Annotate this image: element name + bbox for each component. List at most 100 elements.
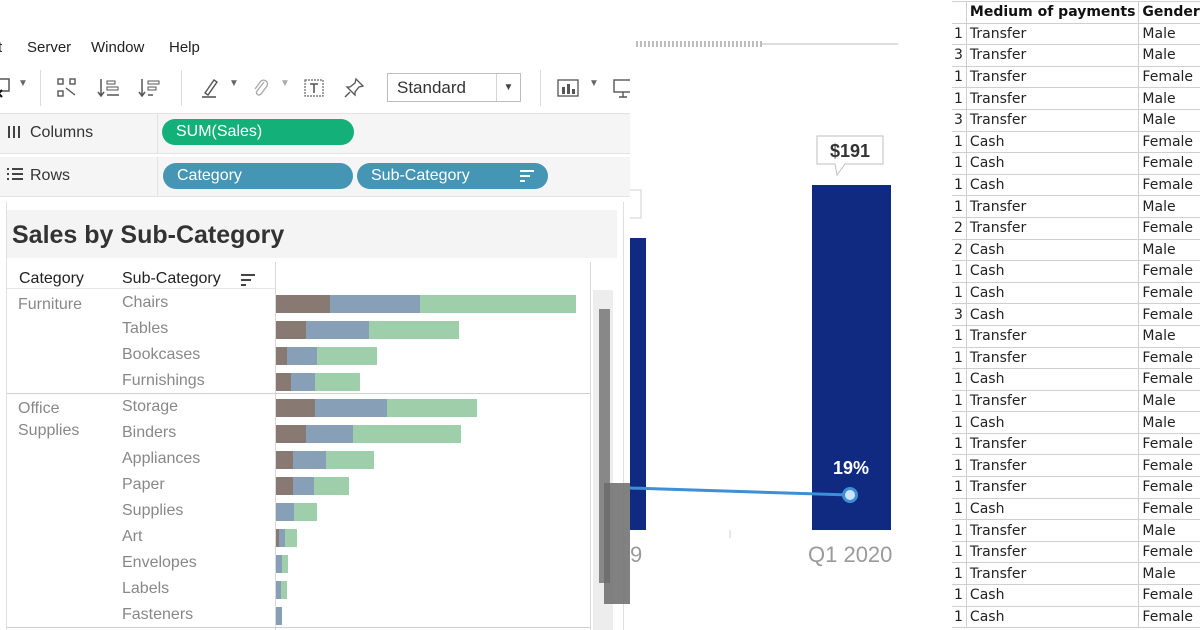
table-cell[interactable]: Transfer (965, 432, 1140, 456)
bar-segment[interactable] (315, 399, 387, 417)
stacked-bar[interactable] (276, 477, 349, 495)
table-cell[interactable]: Cash (965, 152, 1140, 175)
table-cell[interactable]: 2 (952, 238, 967, 262)
bar-segment[interactable] (279, 529, 285, 547)
table-cell[interactable]: Female (1138, 497, 1200, 521)
sort-descending-icon[interactable] (136, 74, 164, 102)
table-cell[interactable]: Transfer (965, 389, 1140, 413)
bar-segment[interactable] (276, 451, 293, 469)
table-cell[interactable]: Male (1138, 562, 1200, 586)
scrollbar-thumb[interactable] (599, 309, 610, 583)
bar-segment[interactable] (276, 529, 279, 547)
bar-segment[interactable] (276, 425, 306, 443)
table-cell[interactable]: 1 (952, 432, 967, 456)
stacked-bar[interactable] (276, 555, 288, 573)
bar-segment[interactable] (276, 321, 306, 339)
table-cell[interactable]: Cash (965, 260, 1140, 283)
table-cell[interactable]: 1 (952, 368, 967, 391)
bar-segment[interactable] (294, 503, 317, 521)
sort-ascending-icon[interactable] (95, 74, 123, 102)
show-me-chart-icon[interactable] (555, 74, 583, 102)
header-category[interactable]: Category (19, 270, 84, 287)
column-header[interactable] (952, 1, 967, 24)
group-members-icon[interactable] (53, 74, 81, 102)
table-cell[interactable]: 1 (952, 173, 967, 197)
bar-segment[interactable] (282, 555, 288, 573)
bar-segment[interactable] (293, 477, 314, 495)
table-cell[interactable]: 2 (952, 216, 967, 240)
bar-segment[interactable] (276, 373, 291, 391)
chevron-down-icon[interactable]: ▼ (229, 78, 239, 89)
table-cell[interactable]: Cash (965, 584, 1140, 607)
bar-segment[interactable] (420, 295, 576, 313)
bar-segment[interactable] (369, 321, 459, 339)
table-cell[interactable]: Cash (965, 303, 1140, 326)
table-cell[interactable]: Cash (965, 173, 1140, 197)
sub-category-label[interactable]: Envelopes (122, 554, 197, 571)
bar-segment[interactable] (285, 529, 297, 547)
table-cell[interactable]: Female (1138, 173, 1200, 197)
table-cell[interactable]: Female (1138, 605, 1200, 629)
table-cell[interactable]: 1 (952, 346, 967, 370)
column-header[interactable]: Medium of payments (965, 1, 1140, 24)
bar-segment[interactable] (314, 477, 349, 495)
table-cell[interactable]: Female (1138, 584, 1200, 607)
table-cell[interactable]: Male (1138, 22, 1200, 46)
table-cell[interactable]: Cash (965, 605, 1140, 629)
table-cell[interactable]: Transfer (965, 346, 1140, 370)
stacked-bar[interactable] (276, 399, 477, 417)
table-cell[interactable]: 1 (952, 152, 967, 175)
bar-segment[interactable] (276, 477, 293, 495)
table-cell[interactable]: Male (1138, 195, 1200, 218)
chevron-down-icon[interactable]: ▼ (589, 78, 599, 89)
table-cell[interactable]: 1 (952, 476, 967, 499)
table-cell[interactable]: Female (1138, 216, 1200, 240)
table-cell[interactable]: Female (1138, 346, 1200, 370)
bar-segment[interactable] (276, 607, 282, 625)
sort-icon[interactable] (241, 273, 255, 287)
table-cell[interactable]: Male (1138, 238, 1200, 262)
stacked-bar[interactable] (276, 581, 287, 599)
table-cell[interactable]: 1 (952, 389, 967, 413)
table-cell[interactable]: Cash (965, 411, 1140, 434)
table-cell[interactable]: Male (1138, 519, 1200, 542)
stacked-bar[interactable] (276, 373, 360, 391)
pin-icon[interactable] (340, 74, 368, 102)
table-cell[interactable]: Female (1138, 65, 1200, 89)
column-header[interactable]: Gender (1138, 1, 1200, 24)
sub-category-label[interactable]: Appliances (122, 450, 201, 467)
table-cell[interactable]: Male (1138, 87, 1200, 110)
table-cell[interactable]: Transfer (965, 519, 1140, 542)
table-cell[interactable]: 1 (952, 130, 967, 154)
bar-segment[interactable] (276, 295, 330, 313)
table-cell[interactable]: 1 (952, 454, 967, 478)
menu-window[interactable]: Window (91, 39, 145, 56)
sub-category-label[interactable]: Tables (122, 320, 169, 337)
bar-segment[interactable] (293, 451, 326, 469)
table-cell[interactable]: Female (1138, 281, 1200, 305)
stacked-bar[interactable] (276, 425, 461, 443)
table-cell[interactable]: Female (1138, 303, 1200, 326)
bar-segment[interactable] (291, 373, 315, 391)
table-cell[interactable]: 1 (952, 324, 967, 348)
table-cell[interactable]: 1 (952, 260, 967, 283)
sub-category-label[interactable]: Fasteners (122, 606, 194, 623)
table-cell[interactable]: 1 (952, 22, 967, 46)
table-cell[interactable]: 1 (952, 87, 967, 110)
text-box-icon[interactable] (300, 74, 328, 102)
table-cell[interactable]: 1 (952, 195, 967, 218)
chevron-down-icon[interactable]: ▼ (18, 78, 28, 89)
table-cell[interactable]: Female (1138, 152, 1200, 175)
table-cell[interactable]: 1 (952, 605, 967, 629)
table-cell[interactable]: Cash (965, 497, 1140, 521)
bar-segment[interactable] (353, 425, 461, 443)
header-sub-category[interactable]: Sub-Category (122, 270, 221, 287)
bar-segment[interactable] (276, 399, 315, 417)
chevron-down-icon[interactable]: ▼ (496, 74, 520, 101)
table-cell[interactable]: Transfer (965, 324, 1140, 348)
table-cell[interactable]: Transfer (965, 476, 1140, 499)
table-cell[interactable]: Transfer (965, 108, 1140, 132)
bar-segment[interactable] (306, 425, 353, 443)
table-cell[interactable]: Cash (965, 130, 1140, 154)
bar-segment[interactable] (326, 451, 374, 469)
